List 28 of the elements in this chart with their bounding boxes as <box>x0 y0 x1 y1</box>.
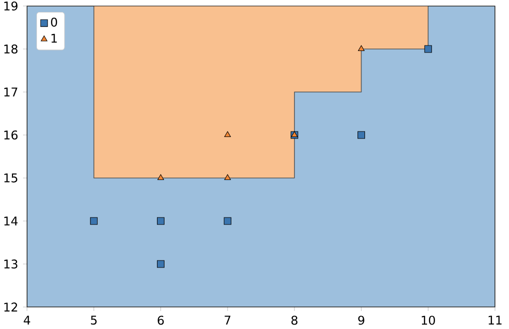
x-tick-label: 5 <box>90 316 97 325</box>
y-tick-label: 18 <box>4 44 18 54</box>
legend-label: 0 <box>51 18 58 27</box>
x-tick-label: 8 <box>291 316 298 325</box>
y-tick-label: 19 <box>4 1 18 11</box>
x-tick-label: 7 <box>224 316 230 324</box>
x-tick-label: 4 <box>24 316 30 324</box>
point <box>156 260 164 268</box>
point <box>358 131 366 139</box>
x-tick-label: 11 <box>488 316 502 324</box>
point <box>424 45 432 53</box>
x-tick-label: 6 <box>158 316 164 325</box>
point <box>156 217 164 225</box>
point <box>224 217 232 225</box>
point <box>224 174 231 180</box>
y-tick-label: 13 <box>4 259 18 269</box>
point <box>90 217 98 225</box>
legend-label: 1 <box>52 34 57 43</box>
x-tick-label: 9 <box>358 316 364 325</box>
y-tick-label: 17 <box>4 88 18 96</box>
point <box>358 45 365 52</box>
y-tick-label: 14 <box>4 216 18 226</box>
y-tick-label: 15 <box>4 174 18 182</box>
y-tick-label: 16 <box>4 130 18 140</box>
y-tick-label: 12 <box>4 302 18 312</box>
point <box>224 131 231 138</box>
x-tick-label: 10 <box>422 316 435 325</box>
point <box>157 174 164 180</box>
